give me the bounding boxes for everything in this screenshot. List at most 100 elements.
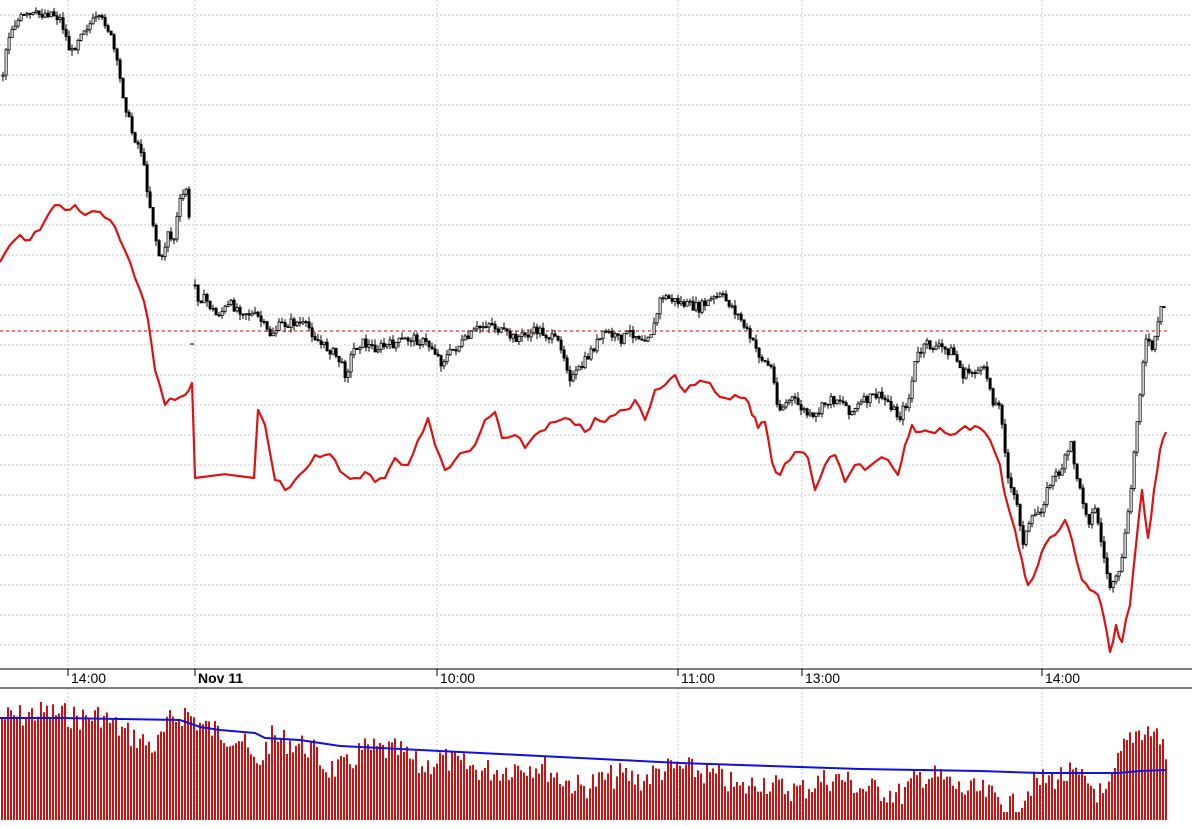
volume-bar xyxy=(496,770,498,820)
candle-up xyxy=(301,321,305,324)
candle-up xyxy=(709,298,713,301)
volume-bar xyxy=(964,794,966,820)
volume-bar xyxy=(454,751,456,820)
volume-bar xyxy=(1009,796,1011,820)
volume-bar xyxy=(256,763,258,820)
volume-bar xyxy=(772,782,774,820)
volume-bar xyxy=(223,743,225,820)
volume-bar xyxy=(280,738,282,820)
volume-bar xyxy=(616,776,618,820)
volume-bar xyxy=(244,733,246,820)
volume-bar xyxy=(961,792,963,820)
volume-average-line xyxy=(0,717,1167,774)
volume-bar xyxy=(247,747,249,820)
volume-bar xyxy=(427,760,429,820)
volume-bar xyxy=(184,708,186,820)
volume-bar xyxy=(778,779,780,820)
candle-up xyxy=(85,29,89,32)
comparison-polyline xyxy=(0,203,1168,654)
volume-bar xyxy=(514,764,516,820)
volume-bar xyxy=(958,781,960,820)
volume-bar xyxy=(481,770,483,820)
volume-bar xyxy=(169,710,171,820)
candle-down xyxy=(247,313,251,316)
volume-bar xyxy=(235,743,237,820)
candle-down xyxy=(37,10,41,15)
volume-bar xyxy=(538,773,540,820)
volume-bar xyxy=(823,770,825,820)
candle-up xyxy=(181,193,185,199)
candle-down xyxy=(1006,452,1010,479)
volume-bar xyxy=(64,703,66,820)
volume-bar xyxy=(310,741,312,820)
candle-down xyxy=(940,343,944,348)
candle-down xyxy=(130,116,134,134)
volume-bar xyxy=(1153,731,1155,820)
volume-bar xyxy=(667,758,669,820)
candle-down xyxy=(748,328,752,339)
candle-up xyxy=(223,305,227,312)
volume-bar xyxy=(1126,740,1128,820)
volume-bar xyxy=(535,768,537,820)
volume-bar xyxy=(820,782,822,820)
candle-up xyxy=(487,323,491,328)
volume-bar xyxy=(325,772,327,820)
volume-bar xyxy=(1099,783,1101,820)
volume-bar xyxy=(205,720,207,820)
candle-down xyxy=(115,48,119,61)
candle-up xyxy=(820,402,824,415)
candle-down xyxy=(844,402,848,407)
volume-bar xyxy=(520,770,522,820)
x-tick-label: 14:00 xyxy=(71,670,106,686)
volume-bar xyxy=(61,705,63,820)
candle-up xyxy=(916,351,920,362)
volume-bar xyxy=(1102,793,1104,820)
candle-down xyxy=(631,329,635,339)
volume-bar xyxy=(982,779,984,820)
volume-bar xyxy=(1087,783,1089,820)
volume-bar xyxy=(562,786,564,820)
volume-bar xyxy=(880,801,882,820)
volume-bar xyxy=(250,754,252,820)
candle-down xyxy=(580,366,584,368)
candle-up xyxy=(589,348,593,360)
volume-bar xyxy=(640,790,642,820)
volume-bar xyxy=(937,776,939,820)
candle-up xyxy=(358,346,362,350)
volume-bar xyxy=(628,781,630,820)
volume-bar xyxy=(19,705,21,820)
volume-bar xyxy=(940,769,942,820)
volume-bar xyxy=(376,746,378,820)
x-tick-label: Nov 11 xyxy=(198,670,243,686)
candle-up xyxy=(244,313,248,316)
volume-bar xyxy=(793,783,795,820)
volume-bar xyxy=(1165,759,1167,820)
candle-up xyxy=(964,368,968,379)
volume-bar xyxy=(955,788,957,820)
volume-bar xyxy=(394,738,396,820)
volume-bar xyxy=(838,773,840,820)
volume-bar xyxy=(631,770,633,820)
volume-bar xyxy=(622,772,624,820)
volume-bar xyxy=(466,769,468,820)
volume-bar xyxy=(697,770,699,820)
candle-up xyxy=(25,13,29,16)
candle-up xyxy=(538,327,542,335)
volume-bar xyxy=(1066,781,1068,820)
volume-bar xyxy=(406,746,408,820)
candle-down xyxy=(991,388,995,406)
candle-up xyxy=(718,293,722,298)
volume-bar xyxy=(1015,812,1017,820)
volume-bar xyxy=(1003,812,1005,820)
candle-up xyxy=(694,302,698,311)
volume-bar xyxy=(229,746,231,820)
volume-bar xyxy=(178,719,180,820)
candle-down xyxy=(337,355,341,363)
volume-bar xyxy=(715,773,717,820)
candle-up xyxy=(658,297,662,315)
volume-bar xyxy=(688,757,690,820)
volume-bar xyxy=(601,772,603,820)
candle-down xyxy=(754,339,758,349)
candle-up xyxy=(700,300,704,313)
volume-bar xyxy=(943,779,945,820)
